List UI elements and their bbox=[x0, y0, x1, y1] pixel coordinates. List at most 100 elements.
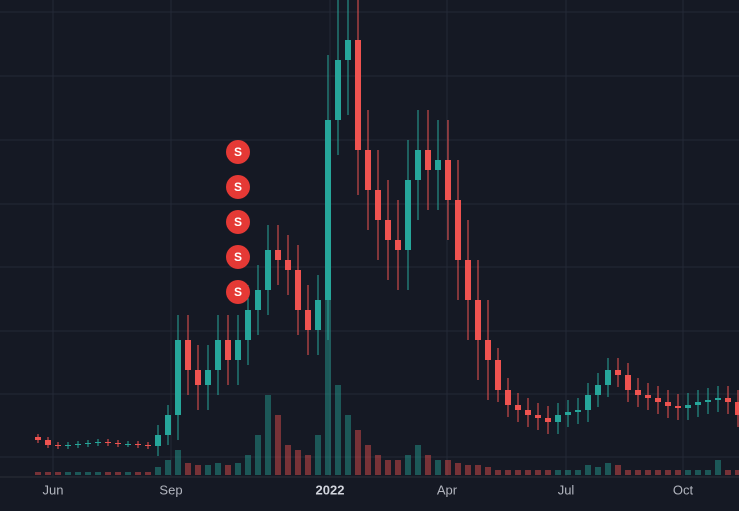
volume-bar bbox=[425, 455, 431, 475]
volume-bar bbox=[715, 460, 721, 475]
candle-body bbox=[385, 220, 391, 240]
candle-body bbox=[85, 443, 91, 444]
sell-marker-label: S bbox=[234, 215, 242, 229]
candle-body bbox=[75, 444, 81, 445]
candle-body bbox=[295, 270, 301, 310]
volume-bar bbox=[355, 430, 361, 475]
candle-body bbox=[245, 310, 251, 340]
candle-body bbox=[605, 370, 611, 385]
volume-bar bbox=[85, 472, 91, 475]
candle-body bbox=[485, 340, 491, 360]
candle-body bbox=[185, 340, 191, 370]
candle-body bbox=[105, 442, 111, 443]
sell-marker bbox=[226, 140, 250, 164]
volume-bar bbox=[295, 450, 301, 475]
x-tick-label: Apr bbox=[437, 482, 458, 497]
candle-body bbox=[725, 398, 731, 402]
x-tick-label: Sep bbox=[159, 482, 182, 497]
candle-body bbox=[445, 160, 451, 200]
candle-body bbox=[135, 444, 141, 445]
sell-marker-label: S bbox=[234, 250, 242, 264]
volume-bar bbox=[65, 472, 71, 475]
volume-bar bbox=[385, 460, 391, 475]
candle-body bbox=[335, 60, 341, 120]
candle-body bbox=[325, 120, 331, 300]
volume-bar bbox=[695, 470, 701, 475]
volume-bar bbox=[375, 455, 381, 475]
sell-marker bbox=[226, 175, 250, 199]
candle-body bbox=[475, 300, 481, 340]
volume-bar bbox=[635, 470, 641, 475]
candle-body bbox=[405, 180, 411, 250]
candle-body bbox=[715, 398, 721, 400]
volume-layer bbox=[35, 300, 739, 475]
candle-body bbox=[205, 370, 211, 385]
candle-body bbox=[595, 385, 601, 395]
candle-body bbox=[355, 40, 361, 150]
volume-bar bbox=[105, 472, 111, 475]
candle-body bbox=[675, 406, 681, 408]
volume-bar bbox=[185, 463, 191, 475]
candle-body bbox=[635, 390, 641, 395]
volume-bar bbox=[335, 385, 341, 475]
candle-body bbox=[615, 370, 621, 375]
volume-bar bbox=[75, 472, 81, 475]
x-axis: Jun Sep 2022 Apr Jul Oct bbox=[43, 482, 694, 497]
volume-bar bbox=[495, 470, 501, 475]
candle-body bbox=[625, 375, 631, 390]
candle-body bbox=[645, 395, 651, 398]
volume-bar bbox=[585, 465, 591, 475]
candle-body bbox=[235, 340, 241, 360]
candle-body bbox=[435, 160, 441, 170]
candle-body bbox=[695, 402, 701, 405]
sell-marker-label: S bbox=[234, 285, 242, 299]
sell-marker bbox=[226, 210, 250, 234]
candle-body bbox=[525, 410, 531, 415]
volume-bar bbox=[145, 472, 151, 475]
volume-bar bbox=[535, 470, 541, 475]
volume-bar bbox=[465, 465, 471, 475]
volume-bar bbox=[95, 472, 101, 475]
candle-body bbox=[735, 402, 739, 415]
candle-body bbox=[145, 445, 151, 446]
candle-body bbox=[195, 370, 201, 385]
x-tick-label: Jun bbox=[43, 482, 64, 497]
candle-body bbox=[535, 415, 541, 418]
sell-marker-label: S bbox=[234, 145, 242, 159]
volume-bar bbox=[565, 470, 571, 475]
candle-body bbox=[555, 415, 561, 422]
volume-bar bbox=[525, 470, 531, 475]
volume-bar bbox=[135, 472, 141, 475]
candle-body bbox=[65, 445, 71, 446]
volume-bar bbox=[575, 470, 581, 475]
volume-bar bbox=[255, 435, 261, 475]
candle-body bbox=[345, 40, 351, 60]
volume-bar bbox=[545, 470, 551, 475]
volume-bar bbox=[35, 472, 41, 475]
candle-body bbox=[395, 240, 401, 250]
candle-body bbox=[425, 150, 431, 170]
candle-body bbox=[95, 442, 101, 443]
volume-bar bbox=[245, 455, 251, 475]
volume-bar bbox=[225, 465, 231, 475]
volume-bar bbox=[215, 463, 221, 475]
x-tick-label: Oct bbox=[673, 482, 694, 497]
volume-bar bbox=[705, 470, 711, 475]
volume-bar bbox=[665, 470, 671, 475]
candle-body bbox=[365, 150, 371, 190]
volume-bar bbox=[285, 445, 291, 475]
candle-body bbox=[515, 405, 521, 410]
candle-body bbox=[655, 398, 661, 402]
volume-bar bbox=[485, 467, 491, 475]
volume-bar bbox=[55, 472, 61, 475]
volume-bar bbox=[675, 470, 681, 475]
candle-body bbox=[55, 445, 61, 446]
candle-body bbox=[225, 340, 231, 360]
candle-body bbox=[565, 412, 571, 415]
volume-bar bbox=[405, 455, 411, 475]
candle-body bbox=[305, 310, 311, 330]
x-tick-label: Jul bbox=[558, 482, 575, 497]
